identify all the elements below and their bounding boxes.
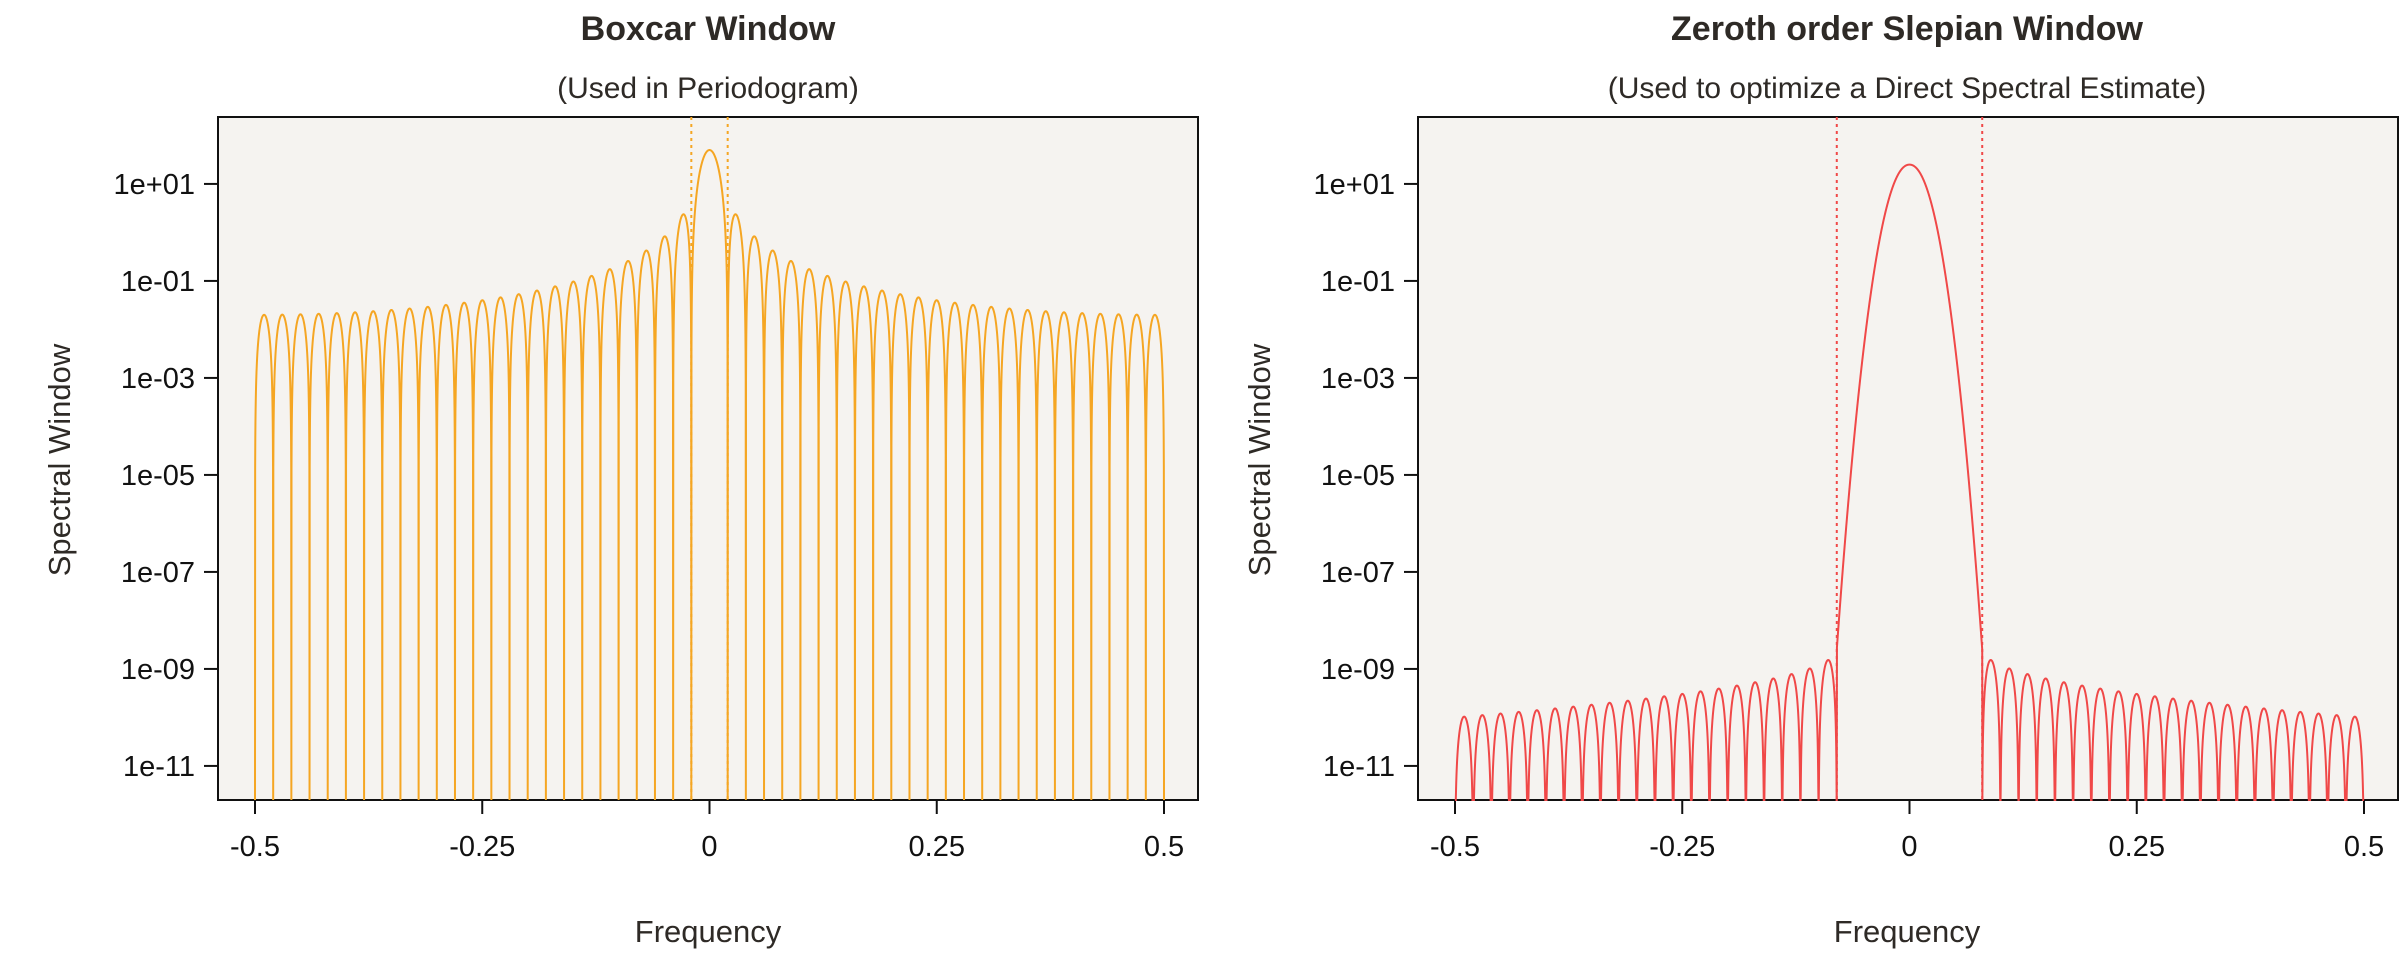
x-tick-label: 0.25 bbox=[2109, 831, 2165, 863]
y-tick-label: 1e-11 bbox=[1323, 751, 1395, 783]
y-axis-label: Spectral Window bbox=[1242, 343, 1277, 576]
x-axis: -0.5 -0.25 0 0.25 0.5 bbox=[230, 800, 1184, 863]
chart-subtitle: (Used to optimize a Direct Spectral Esti… bbox=[1608, 72, 2207, 105]
x-axis-label: Frequency bbox=[635, 914, 782, 949]
plot-area bbox=[1417, 116, 2399, 801]
y-tick-label: 1e-09 bbox=[1321, 654, 1395, 686]
y-tick-label: 1e-01 bbox=[121, 266, 195, 298]
y-axis: 1e+01 1e-01 1e-03 1e-05 1e-07 1e-09 1e-11 bbox=[1314, 169, 1418, 783]
y-tick-label: 1e+01 bbox=[1314, 169, 1395, 201]
y-tick-label: 1e+01 bbox=[114, 169, 195, 201]
y-tick-label: 1e-09 bbox=[121, 654, 195, 686]
chart-subtitle: (Used in Periodogram) bbox=[557, 72, 859, 105]
y-tick-label: 1e-05 bbox=[121, 460, 195, 492]
x-tick-label: -0.5 bbox=[1430, 831, 1480, 863]
y-tick-label: 1e-11 bbox=[123, 751, 195, 783]
x-tick-label: 0 bbox=[701, 831, 717, 863]
chart-title: Zeroth order Slepian Window bbox=[1671, 10, 2143, 48]
x-tick-label: 0.25 bbox=[909, 831, 965, 863]
y-axis: 1e+01 1e-01 1e-03 1e-05 1e-07 1e-09 1e-11 bbox=[114, 169, 218, 783]
x-tick-label: 0.5 bbox=[1144, 831, 1184, 863]
y-tick-label: 1e-05 bbox=[1321, 460, 1395, 492]
y-tick-label: 1e-03 bbox=[121, 363, 195, 395]
chart-title: Boxcar Window bbox=[581, 10, 836, 48]
y-tick-label: 1e-07 bbox=[121, 557, 195, 589]
y-axis-label: Spectral Window bbox=[42, 343, 77, 576]
x-axis: -0.5 -0.25 0 0.25 0.5 bbox=[1430, 800, 2384, 863]
boxcar-spectral-window-line bbox=[254, 149, 1165, 801]
x-tick-label: 0.5 bbox=[2344, 831, 2384, 863]
boxcar-window-panel: Boxcar Window (Used in Periodogram) -0.5… bbox=[42, 10, 1199, 949]
y-tick-label: 1e-03 bbox=[1321, 363, 1395, 395]
x-tick-label: 0 bbox=[1901, 831, 1917, 863]
y-tick-label: 1e-01 bbox=[1321, 266, 1395, 298]
y-tick-label: 1e-07 bbox=[1321, 557, 1395, 589]
x-tick-label: -0.25 bbox=[1649, 831, 1715, 863]
slepian-spectral-window-line bbox=[1454, 163, 2365, 801]
slepian-window-panel: Zeroth order Slepian Window (Used to opt… bbox=[1242, 10, 2399, 949]
x-tick-label: -0.25 bbox=[449, 831, 515, 863]
x-axis-label: Frequency bbox=[1834, 914, 1981, 949]
x-tick-label: -0.5 bbox=[230, 831, 280, 863]
